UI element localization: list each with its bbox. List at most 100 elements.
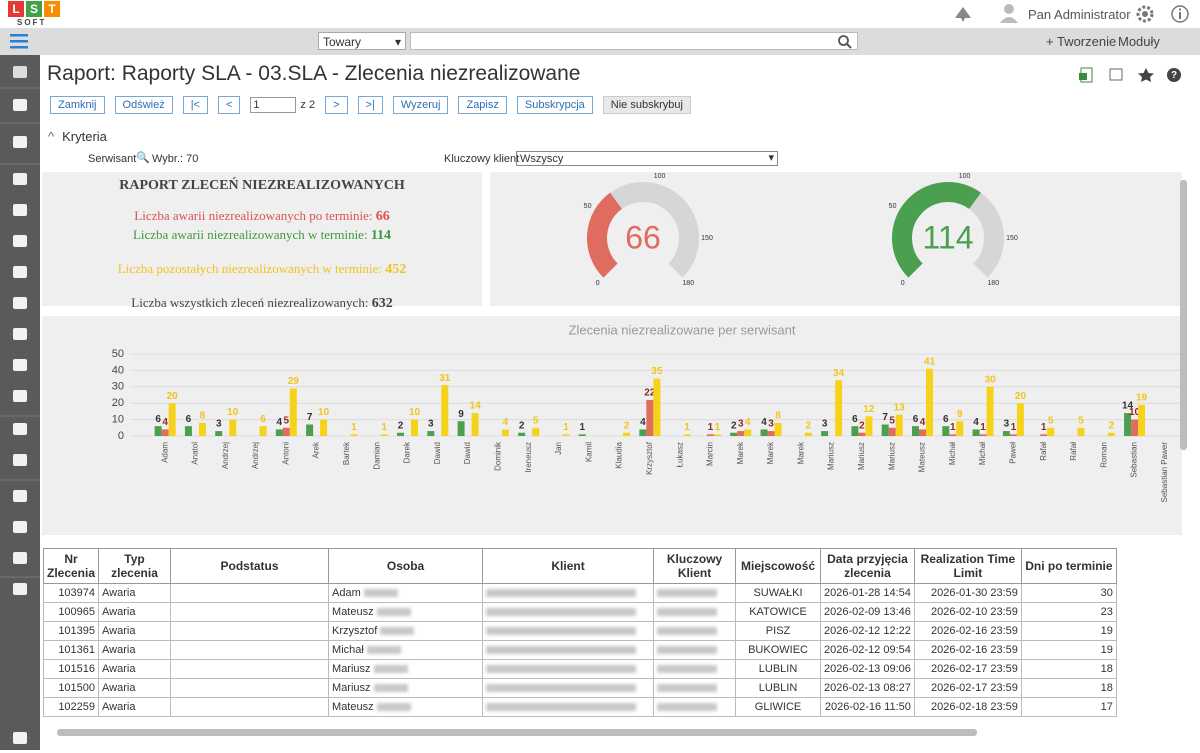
table-cell xyxy=(170,583,330,603)
sidebar-icon[interactable] xyxy=(13,583,27,595)
bar xyxy=(888,427,896,436)
table-cell: 103974 xyxy=(43,583,100,603)
sidebar-icon[interactable] xyxy=(13,454,27,466)
help-icon[interactable] xyxy=(1167,68,1181,82)
toolbar-button[interactable]: > xyxy=(325,96,348,114)
table-row[interactable]: 101395 Awaria Krzysztof PISZ 2026-02-12 12:… xyxy=(43,621,1117,641)
column-header[interactable]: Dni po terminie xyxy=(1020,548,1117,584)
data-label: 7 xyxy=(882,412,888,423)
sidebar-icon[interactable] xyxy=(13,266,27,278)
toolbar-button[interactable]: Subskrypcja xyxy=(516,96,593,114)
table-cell xyxy=(653,697,737,717)
favorite-icon[interactable] xyxy=(1138,68,1154,82)
sidebar-icon[interactable] xyxy=(13,99,27,111)
sidebar-icon[interactable] xyxy=(13,732,27,744)
bar xyxy=(184,426,192,436)
sidebar-icon[interactable] xyxy=(13,490,27,502)
sidebar-icon[interactable] xyxy=(13,521,27,533)
table-wrap: Nr Zlecenia Typ zlecenia Podstatus Osoba Kli… xyxy=(43,548,1168,726)
table-row[interactable]: 101361 Awaria Michał BUKOWIEC 2026-02-12 09… xyxy=(43,640,1117,660)
column-header[interactable]: Typ zlecenia xyxy=(98,548,172,584)
column-header[interactable]: Podstatus xyxy=(170,548,330,584)
toolbar-button[interactable]: >| xyxy=(357,96,383,114)
info-icon[interactable] xyxy=(1170,4,1190,24)
search-icon[interactable] xyxy=(837,34,853,50)
table-cell xyxy=(170,602,330,622)
sidebar-icon[interactable] xyxy=(13,297,27,309)
table-cell: 2026-02-10 23:59 xyxy=(913,602,1022,622)
table-cell: Mateusz xyxy=(328,602,484,622)
sidebar-icon[interactable] xyxy=(13,235,27,247)
page-input[interactable]: 1 xyxy=(250,97,297,113)
user-avatar[interactable] xyxy=(998,2,1020,24)
serwisant-picker[interactable]: 🔍 xyxy=(136,152,150,164)
create-menu[interactable]: + Tworzenie xyxy=(1046,34,1117,49)
bar xyxy=(737,431,745,436)
toolbar-button[interactable]: Odśwież xyxy=(114,96,173,114)
data-label: 5 xyxy=(284,415,290,426)
data-label: 9 xyxy=(957,409,963,420)
table-row[interactable]: 101516 Awaria Mariusz LUBLIN 2026-02-13 09:… xyxy=(43,659,1117,679)
column-header[interactable]: Klient xyxy=(482,548,655,584)
sidebar-icon[interactable] xyxy=(13,390,27,402)
x-tick-label: Mariusz xyxy=(857,442,866,470)
sidebar-icon[interactable] xyxy=(13,552,27,564)
toolbar-button[interactable]: < xyxy=(217,96,241,114)
sidebar-icon[interactable] xyxy=(13,359,27,371)
x-tick-label: Sebastian Pawer xyxy=(1160,442,1169,503)
sidebar-icon[interactable] xyxy=(13,328,27,340)
redacted-text xyxy=(657,684,718,693)
x-tick-label: Andrzej xyxy=(221,442,230,469)
table-row[interactable]: 100965 Awaria Mateusz KATOWICE 2026-02-09 1… xyxy=(43,602,1117,622)
x-tick-label: Arek xyxy=(312,441,321,458)
redacted-text xyxy=(373,684,408,693)
x-tick-label: Dawid xyxy=(433,442,442,464)
data-label: 4 xyxy=(745,417,751,428)
table-row[interactable]: 101500 Awaria Mariusz LUBLIN 2026-02-13 08:… xyxy=(43,678,1117,698)
sidebar-icon[interactable] xyxy=(13,423,27,435)
column-header[interactable]: Nr Zlecenia xyxy=(43,548,100,584)
table-row[interactable]: 103974 Awaria Adam SUWAŁKI 2026-01-28 14:54… xyxy=(43,583,1117,603)
sidebar-icon[interactable] xyxy=(13,173,27,185)
sidebar-icon[interactable] xyxy=(13,66,27,78)
sidebar-icons xyxy=(0,66,40,744)
data-label: 2 xyxy=(806,420,812,431)
menu-button[interactable] xyxy=(10,34,30,49)
column-header[interactable]: Osoba xyxy=(328,548,484,584)
search-scope[interactable]: Towary ▾ xyxy=(318,32,406,50)
search-input[interactable] xyxy=(410,32,858,50)
x-tick-label: Marek xyxy=(766,441,775,464)
settings-icon[interactable] xyxy=(1135,4,1155,24)
table-cell: 2026-02-18 23:59 xyxy=(913,697,1022,717)
notifications-icon[interactable] xyxy=(952,4,974,24)
user-name[interactable]: Pan Administrator xyxy=(1028,7,1131,22)
column-header[interactable]: Data przyjęcia zlecenia xyxy=(820,548,915,584)
toolbar-button[interactable]: Nie subskrybuj xyxy=(602,96,691,114)
gauge-panel: 66 0 50 100 150 180 114 0 50 100 150 180 xyxy=(490,172,1182,306)
data-label: 10 xyxy=(227,407,239,418)
criteria-toggle[interactable]: ^ Kryteria xyxy=(48,129,107,144)
modules-menu[interactable]: Moduły xyxy=(1118,34,1160,49)
toolbar-button[interactable]: Wyzeruj xyxy=(392,96,449,114)
redacted-text xyxy=(486,665,637,674)
redacted-text xyxy=(486,703,637,712)
sidebar-icon[interactable] xyxy=(13,136,27,148)
table-cell xyxy=(482,697,655,717)
toolbar-button[interactable]: Zamknij xyxy=(50,96,105,114)
sidebar-icon[interactable] xyxy=(13,204,27,216)
table-row[interactable]: 102259 Awaria Mateusz GLIWICE 2026-02-16 11… xyxy=(43,697,1117,717)
toolbar-button[interactable]: Zapisz xyxy=(458,96,507,114)
export-icon[interactable] xyxy=(1109,68,1123,81)
logo-sub: SOFT xyxy=(17,18,47,27)
toolbar-button[interactable]: |< xyxy=(182,96,208,114)
client-select[interactable]: Wszyscy ▾ xyxy=(516,151,778,166)
column-header[interactable]: Kluczowy Klient xyxy=(653,548,737,584)
scrollbar[interactable] xyxy=(1180,180,1187,450)
bar xyxy=(744,429,752,436)
bar xyxy=(380,434,388,436)
column-header[interactable]: Realization Time Limit xyxy=(913,548,1022,584)
column-header[interactable]: Miejscowość xyxy=(735,548,822,584)
horizontal-scrollbar[interactable] xyxy=(57,729,977,736)
table-cell xyxy=(170,640,330,660)
bar xyxy=(282,427,290,436)
